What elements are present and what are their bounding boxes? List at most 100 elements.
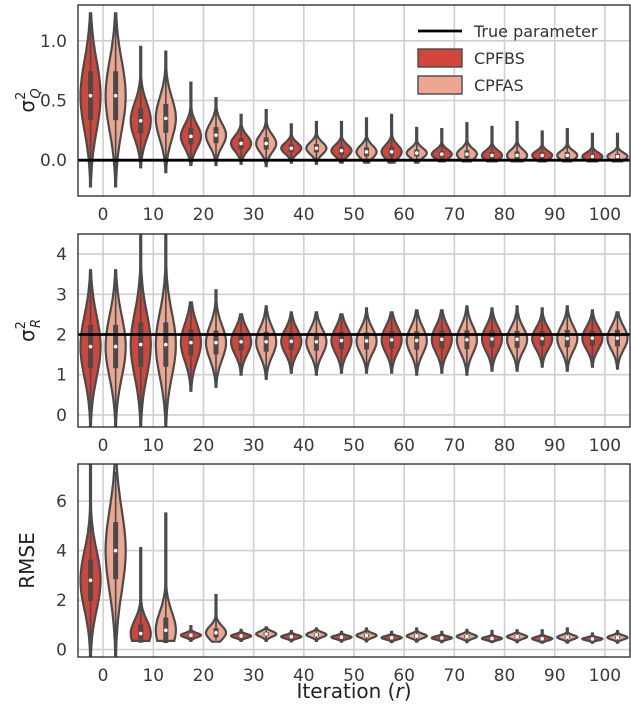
y-tick-label: 0.5 xyxy=(40,92,67,112)
x-tick-label: 60 xyxy=(393,436,415,456)
x-tick-label: 0 xyxy=(98,205,109,225)
median-cpfbs-100 xyxy=(590,154,595,159)
x-tick-label: 30 xyxy=(243,205,265,225)
y-tick-label: 1 xyxy=(56,366,67,386)
x-tick-label: 70 xyxy=(444,205,466,225)
median-cpfbs-50 xyxy=(339,635,344,640)
x-tick-label: 50 xyxy=(343,436,365,456)
median-cpfbs-20 xyxy=(189,134,193,139)
median-cpfbs-20 xyxy=(189,633,193,638)
y-axis-label: RMSE xyxy=(15,532,39,588)
y-tick-label: 6 xyxy=(56,492,67,512)
median-cpfas-10 xyxy=(164,116,168,121)
y-tick-label: 4 xyxy=(56,542,67,562)
median-cpfbs-80 xyxy=(490,337,494,341)
median-cpfbs-10 xyxy=(138,118,143,123)
median-cpfbs-40 xyxy=(289,634,294,639)
x-tick-label: 10 xyxy=(142,436,164,456)
x-tick-label: 30 xyxy=(243,666,265,686)
legend-swatch-cpfbs xyxy=(417,48,463,68)
median-cpfas-100 xyxy=(615,635,620,640)
x-tick-label: 90 xyxy=(544,666,566,686)
median-cpfbs-80 xyxy=(490,636,494,641)
median-cpfbs-70 xyxy=(440,636,444,640)
y-tick-label: 2 xyxy=(56,326,67,346)
median-cpfas-50 xyxy=(364,339,369,343)
median-cpfbs-100 xyxy=(590,637,595,641)
median-cpfbs-10 xyxy=(138,631,143,636)
median-cpfas-30 xyxy=(264,141,268,146)
x-tick-label: 60 xyxy=(393,205,415,225)
median-cpfas-70 xyxy=(465,152,469,157)
x-tick-label: 100 xyxy=(589,205,621,225)
y-tick-label: 0 xyxy=(56,406,67,426)
median-cpfbs-30 xyxy=(239,634,243,638)
median-cpfbs-40 xyxy=(289,339,294,344)
x-tick-label: 100 xyxy=(589,436,621,456)
median-cpfbs-50 xyxy=(339,148,344,153)
y-axis-label: σ2R xyxy=(14,319,44,342)
median-cpfas-20 xyxy=(214,340,218,345)
x-tick-label: 20 xyxy=(193,436,215,456)
median-cpfas-50 xyxy=(364,150,369,154)
median-cpfas-90 xyxy=(565,635,570,640)
median-cpfbs-70 xyxy=(440,337,444,342)
x-tick-label: 10 xyxy=(142,666,164,686)
x-tick-label: 60 xyxy=(393,666,415,686)
median-cpfbs-40 xyxy=(289,146,294,151)
x-tick-label: 100 xyxy=(589,666,621,686)
median-cpfas-10 xyxy=(164,342,168,347)
x-tick-label: 0 xyxy=(98,666,109,686)
median-cpfas-90 xyxy=(565,336,570,341)
median-cpfbs-0 xyxy=(88,93,93,98)
x-tick-label: 90 xyxy=(544,205,566,225)
x-tick-label: 20 xyxy=(193,205,215,225)
median-cpfas-70 xyxy=(465,634,469,639)
median-cpfas-10 xyxy=(164,628,168,633)
median-cpfas-80 xyxy=(515,153,519,158)
x-tick-label: 40 xyxy=(293,666,315,686)
median-cpfas-80 xyxy=(515,634,519,639)
axes-frame xyxy=(77,233,631,428)
median-cpfas-50 xyxy=(364,633,369,638)
x-tick-label: 40 xyxy=(293,436,315,456)
median-cpfas-40 xyxy=(314,146,319,151)
y-tick-label: 2 xyxy=(56,591,67,611)
subplot-1: 0.0 0.5 1.0 0 10 20 30 40 50 60 70 80 90 100 σ2Q True p… xyxy=(14,4,631,225)
median-cpfas-20 xyxy=(214,133,218,137)
median-cpfbs-50 xyxy=(339,338,344,343)
y-axis-label: σ2Q xyxy=(14,88,44,112)
x-tick-label: 40 xyxy=(293,205,315,225)
median-cpfbs-30 xyxy=(239,339,243,344)
median-cpfas-60 xyxy=(414,338,419,343)
x-tick-label: 50 xyxy=(343,205,365,225)
median-cpfas-100 xyxy=(615,154,620,159)
axes-frame xyxy=(77,4,631,197)
median-cpfas-60 xyxy=(414,151,419,155)
legend-true-parameter: True parameter xyxy=(473,22,598,41)
x-tick-label: 80 xyxy=(494,205,516,225)
median-cpfbs-10 xyxy=(138,342,143,347)
median-cpfas-30 xyxy=(264,632,268,636)
median-cpfas-80 xyxy=(515,337,519,342)
x-tick-label: 10 xyxy=(142,205,164,225)
y-tick-label: 3 xyxy=(56,285,67,305)
median-cpfas-20 xyxy=(214,630,218,635)
axes-frame xyxy=(77,463,631,658)
legend-label-cpfbs: CPFBS xyxy=(474,49,525,68)
x-tick-label: 70 xyxy=(444,666,466,686)
y-tick-label: 4 xyxy=(56,245,67,265)
violins xyxy=(79,234,629,427)
x-tick-label: 30 xyxy=(243,436,265,456)
median-cpfbs-0 xyxy=(88,578,93,583)
median-cpfbs-60 xyxy=(389,150,394,154)
y-tick-label: 1.0 xyxy=(40,32,67,52)
median-cpfas-100 xyxy=(615,336,620,340)
x-tick-label: 0 xyxy=(98,436,109,456)
legend-label-cpfas: CPFAS xyxy=(474,76,524,95)
median-cpfas-0 xyxy=(113,344,118,349)
median-cpfas-0 xyxy=(113,548,118,553)
